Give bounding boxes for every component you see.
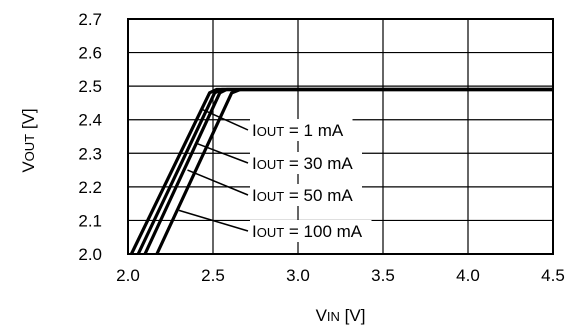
label-background-2 [250,152,362,174]
y-tick-label-3: 2.3 [78,144,102,163]
label-background-4 [250,220,372,242]
label-leader-1 [202,108,249,131]
tick-labels: 2.0 2.5 3.0 3.5 4.0 4.5 2.0 2.1 2.2 2.3 2.4 2.5 2.6 2… [78,10,564,285]
label-leader-4 [178,209,249,232]
series-label-4: IOUT = 100 mA [252,222,363,241]
y-tick-label-7: 2.7 [78,10,102,29]
x-tick-label-1: 2.5 [201,266,225,285]
y-tick-label-4: 2.4 [78,111,102,130]
x-tick-label-3: 3.5 [371,266,395,285]
y-tick-label-5: 2.5 [78,77,102,96]
series-labels: IOUT = 1 mA IOUT = 30 mA IOUT = 50 mA IOUT … [250,119,372,242]
x-tick-label-4: 4.0 [456,266,480,285]
y-axis-title: VOUT [V] [19,108,38,172]
x-tick-label-2: 3.0 [286,266,310,285]
series-group [129,87,553,255]
y-tick-label-0: 2.0 [78,245,102,264]
label-background-3 [250,184,362,206]
series-label-1: IOUT = 1 mA [252,121,344,140]
x-axis-title: VIN [V] [316,306,366,325]
x-tick-label-5: 4.5 [541,266,565,285]
label-leader-3 [187,169,249,196]
series-label-3: IOUT = 50 mA [252,186,353,205]
label-leader-2 [195,142,249,164]
y-tick-label-1: 2.1 [78,211,102,230]
y-tick-label-2: 2.2 [78,178,102,197]
series-label-2: IOUT = 30 mA [252,154,353,173]
plot-frame [127,18,554,255]
y-tick-label-6: 2.6 [78,44,102,63]
label-background-1 [250,119,353,141]
x-tick-label-0: 2.0 [116,266,140,285]
label-leaders [178,108,249,232]
